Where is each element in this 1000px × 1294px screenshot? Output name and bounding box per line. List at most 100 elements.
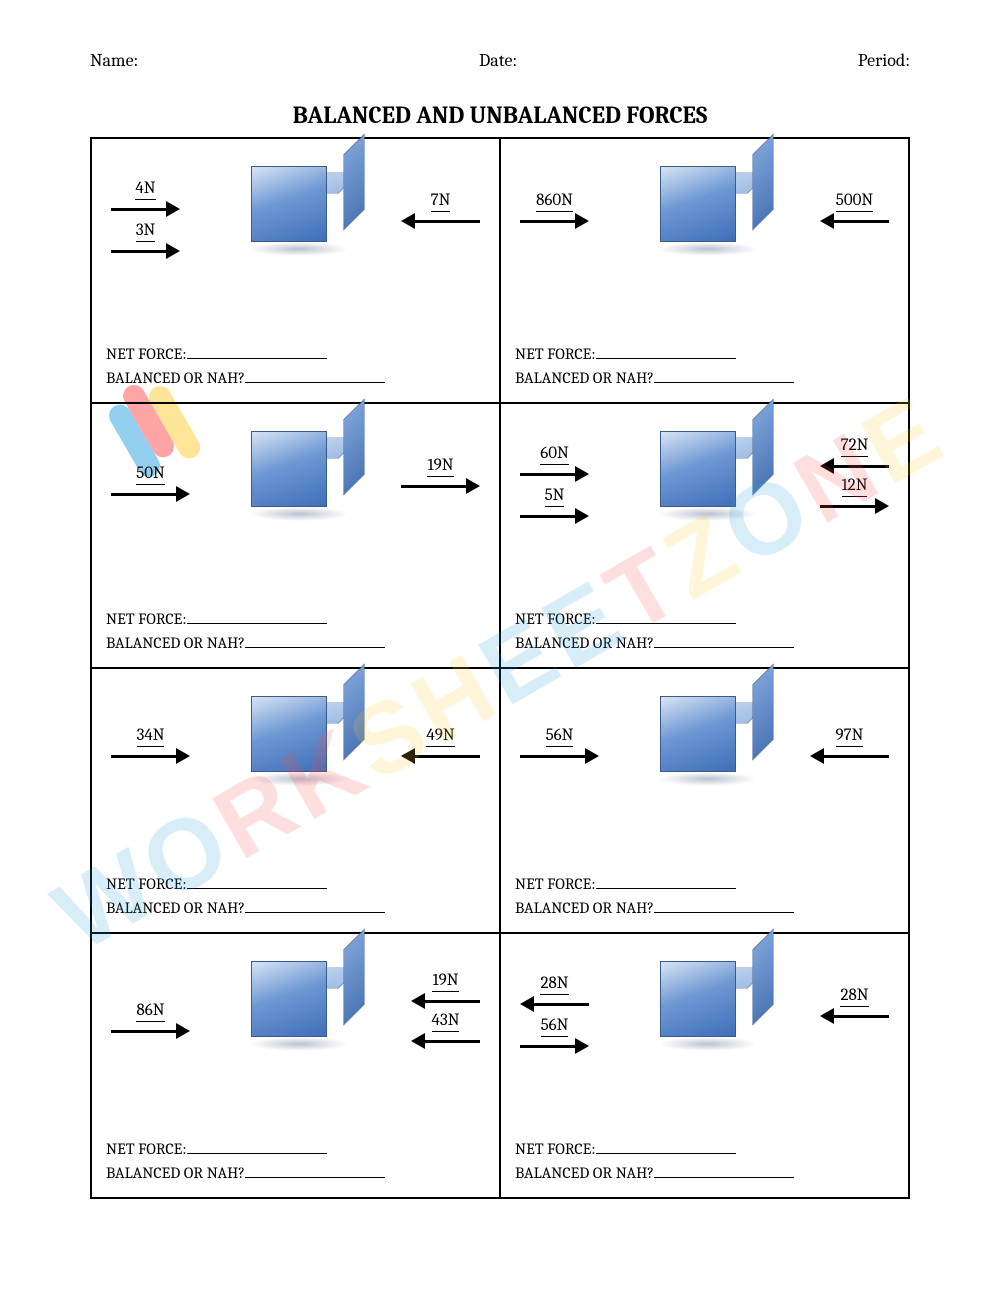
net-force-line: NET FORCE: bbox=[106, 342, 385, 366]
problem-cell: 56N 97N NET FORCE: BALANCED OR NAH? bbox=[500, 668, 909, 933]
name-label: Name: bbox=[90, 50, 138, 71]
force-label: 60N bbox=[540, 444, 569, 465]
balanced-line: BALANCED OR NAH? bbox=[515, 1161, 794, 1185]
force-label: 7N bbox=[431, 191, 451, 212]
balanced-blank[interactable] bbox=[654, 1164, 794, 1178]
answer-block: NET FORCE: BALANCED OR NAH? bbox=[106, 872, 385, 920]
cube-icon bbox=[251, 431, 341, 521]
force-label: 28N bbox=[840, 986, 868, 1007]
net-force-label: NET FORCE: bbox=[515, 875, 596, 893]
net-force-blank[interactable] bbox=[187, 875, 327, 889]
force-label: 56N bbox=[546, 726, 574, 747]
balanced-label: BALANCED OR NAH? bbox=[515, 899, 654, 917]
problems-grid: 4N3N7NNET FORCE:BALANCED OR NAH?860N500N… bbox=[90, 137, 910, 1199]
net-force-blank[interactable] bbox=[187, 1140, 327, 1154]
cube-icon bbox=[660, 166, 750, 256]
force-diagram: 56N 97N bbox=[515, 681, 894, 841]
force-arrow: 500N bbox=[820, 191, 889, 229]
cube-icon bbox=[251, 696, 341, 786]
net-force-blank[interactable] bbox=[596, 345, 736, 359]
net-force-line: NET FORCE: bbox=[106, 872, 385, 896]
balanced-line: BALANCED OR NAH? bbox=[106, 366, 385, 390]
force-arrow: 28N bbox=[820, 986, 889, 1024]
cube-icon bbox=[251, 166, 341, 256]
answer-block: NET FORCE: BALANCED OR NAH? bbox=[106, 342, 385, 390]
force-arrow: 860N bbox=[520, 191, 589, 229]
force-label: 49N bbox=[426, 726, 454, 747]
problem-cell: 28N 56N 28N NET FORCE: BALANCED OR NAH? bbox=[500, 933, 909, 1198]
net-force-blank[interactable] bbox=[187, 345, 327, 359]
net-force-blank[interactable] bbox=[187, 610, 327, 624]
cube-icon bbox=[251, 961, 341, 1051]
force-arrow: 3N bbox=[111, 221, 180, 259]
problem-cell: 86N 19N 43N NET FORCE: BALANCED OR NAH? bbox=[91, 933, 500, 1198]
force-diagram: 28N 56N 28N bbox=[515, 946, 894, 1106]
cube-icon bbox=[660, 961, 750, 1051]
balanced-label: BALANCED OR NAH? bbox=[106, 634, 245, 652]
net-force-label: NET FORCE: bbox=[106, 345, 187, 363]
net-force-label: NET FORCE: bbox=[515, 1140, 596, 1158]
force-diagram: 60N 5N 72N 12N bbox=[515, 416, 894, 576]
worksheet-title: BALANCED AND UNBALANCED FORCES bbox=[90, 101, 910, 129]
force-label: 500N bbox=[836, 191, 873, 212]
balanced-line: BALANCED OR NAH? bbox=[106, 631, 385, 655]
force-label: 97N bbox=[836, 726, 864, 747]
balanced-label: BALANCED OR NAH? bbox=[106, 369, 245, 387]
force-label: 43N bbox=[432, 1011, 460, 1032]
force-arrow: 28N bbox=[520, 974, 589, 1012]
force-label: 50N bbox=[136, 464, 165, 485]
balanced-line: BALANCED OR NAH? bbox=[515, 366, 794, 390]
balanced-line: BALANCED OR NAH? bbox=[515, 631, 794, 655]
problem-cell: 34N49N NET FORCE: BALANCED OR NAH? bbox=[91, 668, 500, 933]
net-force-label: NET FORCE: bbox=[106, 1140, 187, 1158]
force-label: 19N bbox=[427, 456, 453, 477]
net-force-blank[interactable] bbox=[596, 610, 736, 624]
problem-cell: 4N 3N 7N NET FORCE: BALANCED OR NAH? bbox=[91, 138, 500, 403]
balanced-blank[interactable] bbox=[654, 634, 794, 648]
balanced-label: BALANCED OR NAH? bbox=[515, 1164, 654, 1182]
balanced-blank[interactable] bbox=[654, 369, 794, 383]
force-label: 4N bbox=[135, 179, 155, 200]
net-force-blank[interactable] bbox=[596, 875, 736, 889]
force-diagram: 34N49N bbox=[106, 681, 485, 841]
force-arrow: 56N bbox=[520, 726, 599, 764]
balanced-blank[interactable] bbox=[654, 899, 794, 913]
force-arrow: 49N bbox=[401, 726, 480, 764]
worksheet-header: Name: Date: Period: bbox=[90, 50, 910, 71]
balanced-line: BALANCED OR NAH? bbox=[106, 1161, 385, 1185]
force-diagram: 4N 3N 7N bbox=[106, 151, 485, 311]
force-diagram: 860N 500N bbox=[515, 151, 894, 311]
problem-cell: 50N19NNET FORCE:BALANCED OR NAH? bbox=[91, 403, 500, 668]
force-label: 19N bbox=[432, 971, 458, 992]
net-force-line: NET FORCE: bbox=[515, 342, 794, 366]
force-arrow: 86N bbox=[111, 1001, 190, 1039]
force-arrow: 43N bbox=[411, 1011, 480, 1049]
force-diagram: 50N 19N bbox=[106, 416, 485, 576]
cube-icon bbox=[660, 696, 750, 786]
force-label: 12N bbox=[842, 476, 868, 497]
problem-cell: 860N 500N NET FORCE:BALANCED OR NAH? bbox=[500, 138, 909, 403]
force-arrow: 19N bbox=[411, 971, 480, 1009]
balanced-line: BALANCED OR NAH? bbox=[515, 896, 794, 920]
balanced-blank[interactable] bbox=[245, 369, 385, 383]
net-force-label: NET FORCE: bbox=[515, 610, 596, 628]
force-label: 5N bbox=[545, 486, 565, 507]
force-label: 56N bbox=[541, 1016, 569, 1037]
answer-block: NET FORCE: BALANCED OR NAH? bbox=[515, 607, 794, 655]
answer-block: NET FORCE: BALANCED OR NAH? bbox=[515, 872, 794, 920]
net-force-label: NET FORCE: bbox=[106, 875, 187, 893]
balanced-blank[interactable] bbox=[245, 1164, 385, 1178]
force-arrow: 19N bbox=[401, 456, 480, 494]
force-label: 28N bbox=[540, 974, 568, 995]
problem-cell: 60N 5N 72N 12N NET FORCE: BALANCED OR NAH? bbox=[500, 403, 909, 668]
balanced-blank[interactable] bbox=[245, 634, 385, 648]
force-arrow: 72N bbox=[820, 436, 889, 474]
force-arrow: 4N bbox=[111, 179, 180, 217]
force-label: 72N bbox=[841, 436, 869, 457]
net-force-line: NET FORCE: bbox=[106, 1137, 385, 1161]
force-label: 3N bbox=[136, 221, 156, 242]
net-force-blank[interactable] bbox=[596, 1140, 736, 1154]
balanced-line: BALANCED OR NAH? bbox=[106, 896, 385, 920]
balanced-blank[interactable] bbox=[245, 899, 385, 913]
date-label: Date: bbox=[479, 50, 517, 71]
